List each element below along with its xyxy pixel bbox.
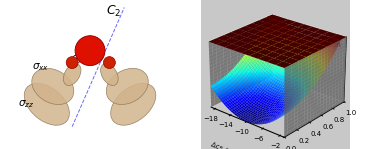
Ellipse shape bbox=[106, 68, 148, 104]
Ellipse shape bbox=[64, 63, 81, 86]
Text: $\sigma_{zz}$: $\sigma_{zz}$ bbox=[18, 98, 34, 110]
Circle shape bbox=[66, 57, 78, 69]
Ellipse shape bbox=[24, 83, 70, 125]
Text: $C_2$: $C_2$ bbox=[106, 4, 122, 20]
Text: $\sigma_{xx}$: $\sigma_{xx}$ bbox=[32, 61, 50, 73]
Ellipse shape bbox=[101, 63, 118, 86]
Ellipse shape bbox=[32, 68, 74, 104]
X-axis label: Δcs (ppm): Δcs (ppm) bbox=[210, 141, 245, 149]
Text: $\sigma_{yy}$: $\sigma_{yy}$ bbox=[71, 53, 88, 66]
Circle shape bbox=[75, 36, 105, 66]
Ellipse shape bbox=[111, 83, 156, 125]
Circle shape bbox=[104, 57, 115, 69]
